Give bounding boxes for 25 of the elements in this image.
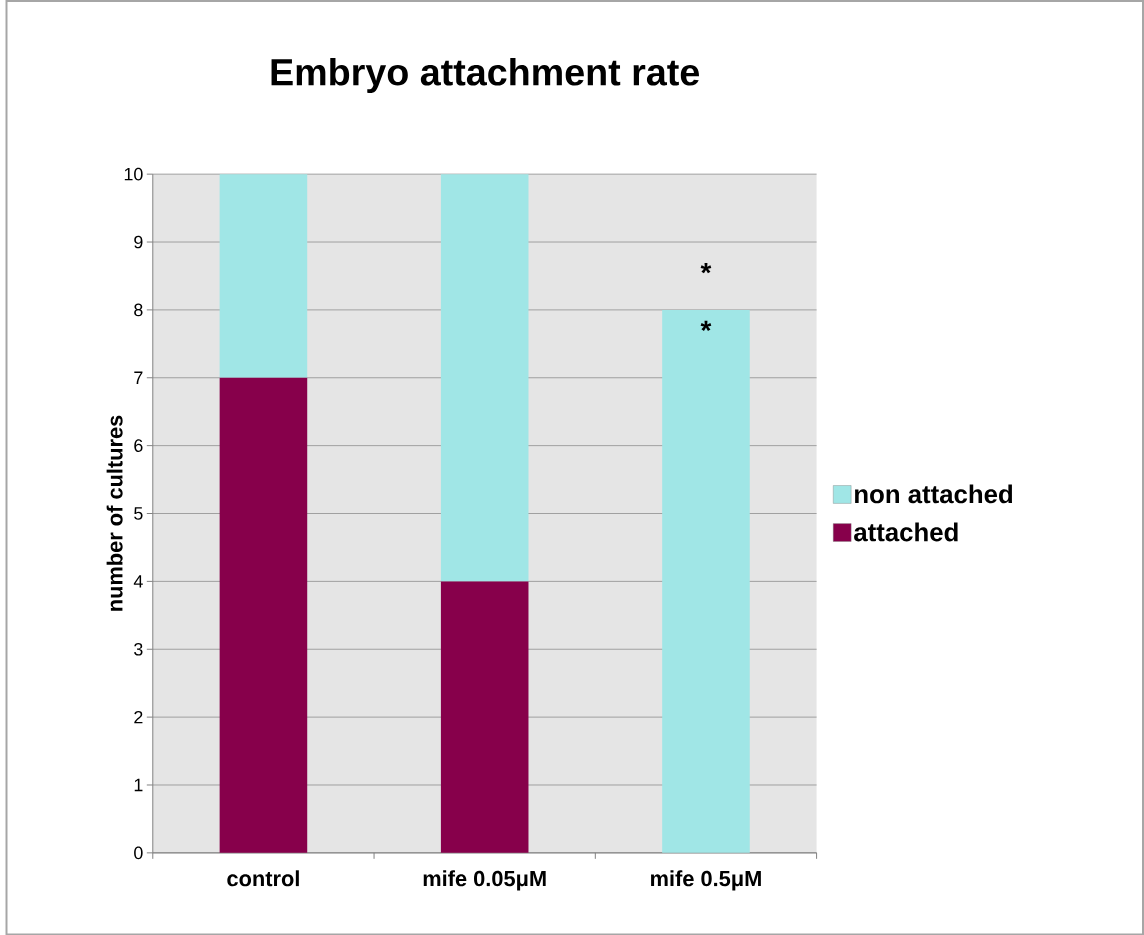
y-tick-label: 0 [134,846,143,859]
x-tick-label: mife 0.5μM [651,870,761,891]
y-tick-label: 8 [134,303,143,316]
legend-label: non attached [855,484,1013,504]
x-tick-label: mife 0.05μM [423,870,546,891]
y-tick-label: 1 [134,778,143,791]
bar [219,377,308,853]
legend-label: attached [854,522,958,542]
y-tick-label: 5 [134,507,143,520]
chart-title: Embryo attachment rate [271,57,699,93]
annotation: * [700,320,712,331]
y-tick-label: 10 [124,167,143,181]
y-tick-label: 2 [134,710,143,724]
bar [440,581,529,853]
y-tick-label: 4 [133,575,143,588]
y-axis-title: number of cultures [106,415,123,611]
bar [440,173,529,582]
y-tick-label: 3 [134,642,143,656]
annotation: * [700,262,712,274]
y-tick-label: 7 [134,371,143,384]
y-tick-label: 9 [134,235,143,249]
bar [662,309,750,853]
bar [219,173,308,378]
y-tick-label: 6 [134,439,143,452]
x-tick-label: control [227,870,299,887]
